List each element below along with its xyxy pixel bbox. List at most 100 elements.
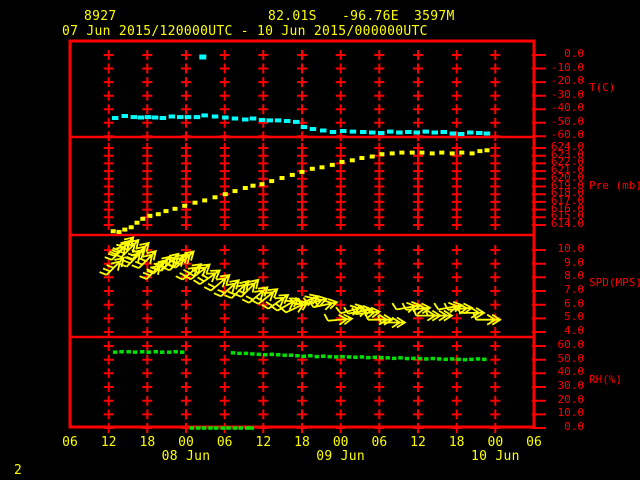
x-tick-label: 00 (332, 435, 349, 450)
humidity-dot (333, 355, 339, 359)
wind_speed-unit-label: SPD(MPS) (589, 276, 640, 289)
humidity-dot (443, 357, 448, 362)
humidity-dot (201, 426, 207, 430)
humidity-tick-label: 60.0 (557, 338, 585, 351)
humidity-dot (411, 356, 416, 361)
pressure-dot (459, 150, 465, 155)
humidity-dot (475, 357, 481, 361)
humidity-dot (288, 353, 294, 357)
humidity-dot (112, 350, 118, 354)
pressure-tick-label: 618.0 (550, 186, 584, 200)
pressure-dot (192, 200, 198, 205)
wind-barb (424, 308, 454, 322)
humidity-dot (482, 357, 487, 362)
pressure-tick-label: 615.0 (550, 209, 584, 223)
station-elevation: 3597M (414, 9, 455, 24)
temperature-dot (360, 130, 367, 134)
pressure-dot (140, 216, 146, 221)
temperature-dot (449, 131, 457, 136)
grid-plus-marks (103, 50, 501, 433)
humidity-dot (126, 350, 131, 354)
temperature-dot (349, 129, 357, 134)
humidity-dot (146, 350, 151, 354)
pressure-dot (329, 162, 335, 167)
humidity-dot (139, 350, 145, 354)
humidity-dot (404, 356, 410, 361)
wind-barb (99, 256, 125, 276)
date-label: 09 Jun (316, 449, 366, 464)
humidity-dot (275, 353, 281, 357)
wind-barb (343, 305, 374, 318)
pressure-tick-label: 621.0 (550, 163, 584, 177)
temperature-dot (231, 116, 239, 121)
wind-barb (108, 236, 135, 256)
temperature-dot (369, 130, 376, 135)
temperature-dot (387, 129, 394, 134)
temperature-dot (283, 119, 291, 123)
pressure-dot (242, 186, 248, 190)
humidity-dot (256, 352, 262, 357)
date-label: 10 Jun (470, 449, 520, 464)
pressure-dot (359, 156, 365, 160)
humidity-dot (366, 355, 371, 360)
pressure-dot (289, 172, 295, 177)
temperature-dot (121, 114, 128, 118)
temperature-dot (177, 115, 184, 120)
x-tick-label: 06 (371, 435, 388, 450)
wind-barb (233, 278, 260, 298)
humidity-tick-label: 10.0 (557, 406, 585, 420)
x-tick-label: 12 (410, 435, 426, 450)
temperature-dot (258, 118, 266, 122)
humidity-dot (301, 354, 307, 358)
pressure-dot (484, 148, 490, 153)
pressure-tick-label: 623.0 (550, 147, 584, 161)
temperature-dot (137, 115, 145, 120)
humidity-dot (327, 354, 332, 359)
humidity-dot (269, 352, 274, 357)
wind-barb (323, 313, 354, 326)
pressure-dot (110, 229, 116, 234)
wind-barb (472, 312, 502, 326)
humidity-dot (250, 352, 255, 356)
wind_speed-tick-label: 4.0 (564, 324, 584, 338)
humidity-dot (237, 351, 242, 356)
humidity-dot (232, 426, 238, 430)
humidity-dot (282, 353, 287, 357)
humidity-dot (153, 350, 158, 354)
wind-barb (168, 250, 195, 269)
humidity-dot (173, 350, 178, 354)
wind_speed-tick-label: 10.0 (557, 242, 585, 255)
right-axis-ticks (532, 54, 546, 429)
humidity-dot (398, 356, 403, 360)
temperature-dot (168, 114, 176, 119)
wind-barb (175, 263, 203, 281)
humidity-dot (353, 355, 358, 359)
pressure-dot (389, 151, 395, 156)
humidity-dot (214, 426, 219, 430)
wind-barb (241, 286, 269, 304)
temperature-tick-label: 0.0 (564, 47, 584, 60)
humidity-dot (189, 426, 195, 430)
pressure-tick-label: 614.0 (550, 217, 584, 230)
pressure-dot (122, 227, 128, 232)
x-tick-label: 18 (139, 435, 156, 450)
temperature-dot (249, 116, 257, 121)
temperature-tick-label: -60.0 (550, 128, 584, 142)
temperature-dot (405, 130, 412, 134)
temperature-dot (144, 115, 152, 120)
temperature-dot (396, 130, 403, 135)
temperature-dot (483, 131, 491, 136)
temperature-dot (300, 125, 308, 129)
humidity-unit-label: RH(%) (589, 373, 623, 386)
humidity-dot (295, 354, 300, 358)
temperature-dot (130, 115, 138, 120)
temperature-dot (274, 118, 282, 123)
humidity-dot (379, 355, 384, 360)
wind-barb (114, 238, 140, 258)
pressure-dot (409, 150, 415, 155)
humidity-dot (417, 356, 423, 361)
humidity-dot (314, 354, 320, 359)
humidity-dot (437, 357, 442, 361)
